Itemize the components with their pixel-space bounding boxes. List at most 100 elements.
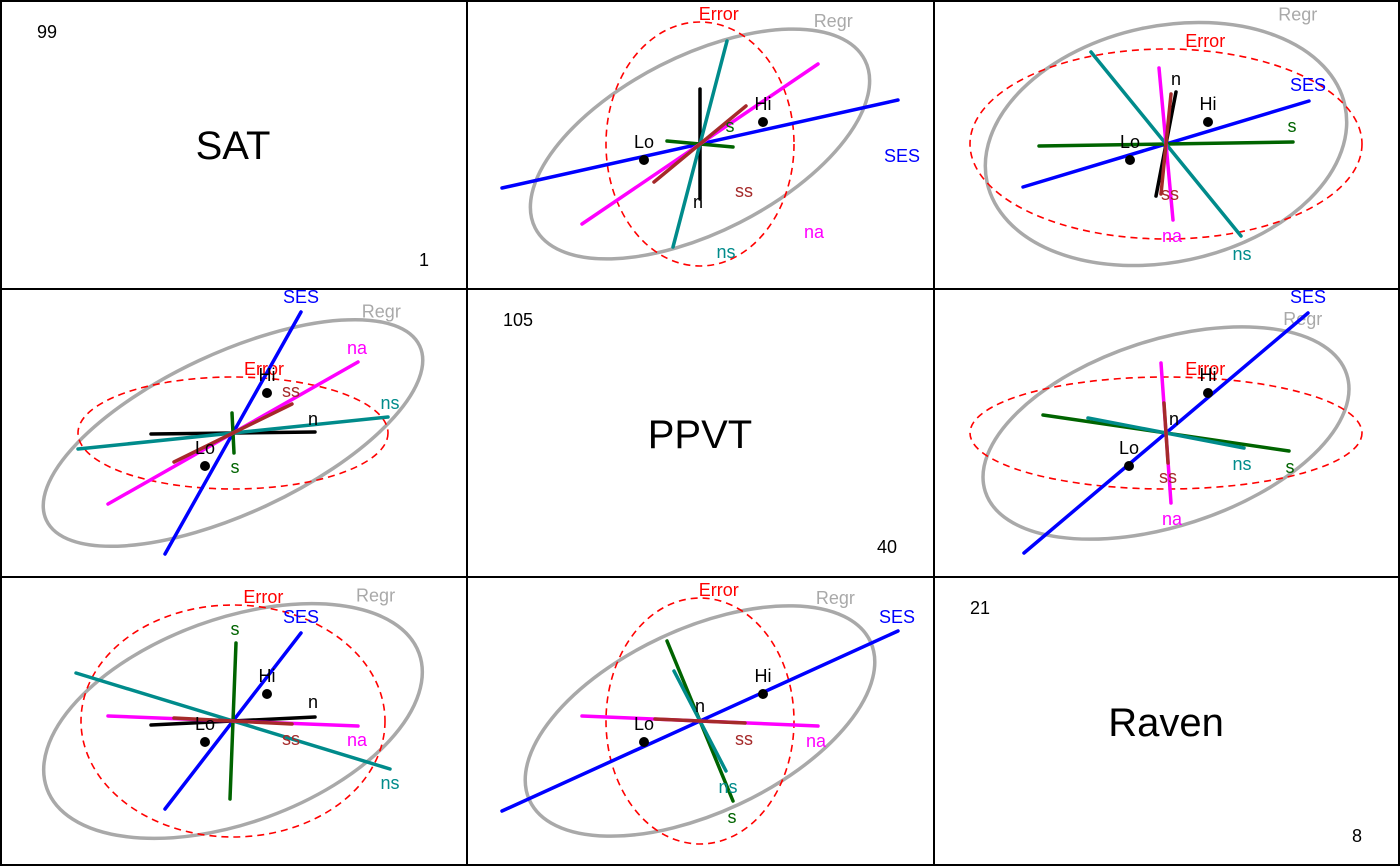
error-ellipse-label: Error: [699, 4, 739, 24]
group-mean-point-hi: [758, 117, 768, 127]
error-ellipse: [969, 48, 1363, 240]
group-mean-label-lo: Lo: [634, 714, 654, 734]
diag-variable-name: SAT: [196, 124, 271, 168]
ses-term-label: SES: [1290, 287, 1326, 307]
s-term-label: s: [726, 116, 735, 136]
ns-term-label: ns: [1232, 454, 1251, 474]
regr-ellipse-label: Regr: [1278, 4, 1317, 24]
n-term-label: n: [695, 696, 705, 716]
n-term-label: n: [308, 409, 318, 429]
panels-layer: RegrErrorSESnsnsnassHiLoRegrErrorSESnsns…: [41, 4, 1363, 845]
group-mean-label-lo: Lo: [195, 714, 215, 734]
group-mean-point-hi: [758, 689, 768, 699]
diag-variable-name: Raven: [1108, 701, 1224, 745]
s-term-label: s: [1286, 457, 1295, 477]
group-mean-label-lo: Lo: [1119, 438, 1139, 458]
ses-term-label: SES: [1290, 75, 1326, 95]
group-mean-label-hi: Hi: [1200, 365, 1217, 385]
diag-panel-raven: 21 Raven 8: [970, 598, 1362, 846]
error-ellipse-label: Error: [1185, 31, 1225, 51]
diag-min-label: 40: [877, 537, 897, 557]
regr-ellipse: [983, 20, 1349, 268]
error-ellipse-label: Error: [699, 580, 739, 600]
group-mean-label-hi: Hi: [755, 666, 772, 686]
ns-term-label: ns: [1232, 244, 1251, 264]
s-term-label: s: [728, 807, 737, 827]
na-term-label: na: [806, 731, 827, 751]
ss-term-label: ss: [735, 181, 753, 201]
regr-ellipse: [41, 601, 425, 841]
error-ellipse: [969, 376, 1363, 490]
ns-term-label: ns: [380, 773, 399, 793]
ss-term-line: [172, 402, 294, 464]
group-mean-point-hi: [262, 388, 272, 398]
ss-term-line: [1159, 92, 1173, 196]
error-ellipse: [605, 21, 795, 267]
ss-term-label: ss: [282, 729, 300, 749]
regr-ellipse: [528, 27, 872, 261]
regr-ellipse: [981, 325, 1351, 541]
ns-term-label: ns: [718, 777, 737, 797]
group-mean-point-lo: [200, 737, 210, 747]
n-term-label: n: [308, 692, 318, 712]
group-mean-label-hi: Hi: [259, 666, 276, 686]
regr-ellipse-label: Regr: [356, 586, 395, 606]
group-mean-label-lo: Lo: [195, 438, 215, 458]
s-term-label: s: [1288, 116, 1297, 136]
na-term-label: na: [804, 222, 825, 242]
error-ellipse: [605, 597, 795, 845]
group-mean-label-hi: Hi: [259, 365, 276, 385]
group-mean-label-lo: Lo: [1120, 132, 1140, 152]
n-term-label: n: [1171, 69, 1181, 89]
ns-term-label: ns: [380, 393, 399, 413]
regr-ellipse: [41, 317, 425, 549]
s-term-label: s: [231, 457, 240, 477]
diag-min-label: 8: [1352, 826, 1362, 846]
ss-term-line: [652, 104, 748, 184]
na-term-label: na: [347, 730, 368, 750]
group-mean-label-lo: Lo: [634, 132, 654, 152]
group-mean-point-lo: [1124, 461, 1134, 471]
ses-term-label: SES: [879, 607, 915, 627]
ss-term-label: ss: [282, 381, 300, 401]
group-mean-point-lo: [1125, 155, 1135, 165]
error-ellipse: [77, 376, 389, 490]
group-mean-label-hi: Hi: [755, 94, 772, 114]
diag-variable-name: PPVT: [648, 413, 752, 457]
group-mean-point-lo: [639, 737, 649, 747]
ss-term-line: [1162, 401, 1170, 465]
ss-term-line: [172, 716, 294, 726]
ss-term-line: [653, 717, 747, 725]
ses-term-label: SES: [884, 146, 920, 166]
na-term-label: na: [1162, 509, 1183, 529]
diag-panel-sat: 99 SAT 1: [37, 22, 429, 270]
diag-panel-ppvt: 105 PPVT 40: [503, 310, 897, 557]
error-ellipse: [80, 604, 386, 838]
group-mean-point-lo: [200, 461, 210, 471]
diag-max-label: 105: [503, 310, 533, 330]
na-term-label: na: [347, 338, 368, 358]
ss-term-label: ss: [1161, 184, 1179, 204]
na-term-label: na: [1162, 226, 1183, 246]
ses-term-label: SES: [283, 287, 319, 307]
group-mean-point-hi: [1203, 117, 1213, 127]
ss-term-label: ss: [1159, 467, 1177, 487]
error-ellipse-label: Error: [244, 359, 284, 379]
ss-term-label: ss: [735, 729, 753, 749]
regr-ellipse-label: Regr: [814, 11, 853, 31]
group-mean-point-hi: [1203, 388, 1213, 398]
s-term-label: s: [231, 619, 240, 639]
error-ellipse-label: Error: [1185, 359, 1225, 379]
regr-ellipse-label: Regr: [362, 302, 401, 322]
diag-max-label: 21: [970, 598, 990, 618]
ses-term-label: SES: [283, 607, 319, 627]
